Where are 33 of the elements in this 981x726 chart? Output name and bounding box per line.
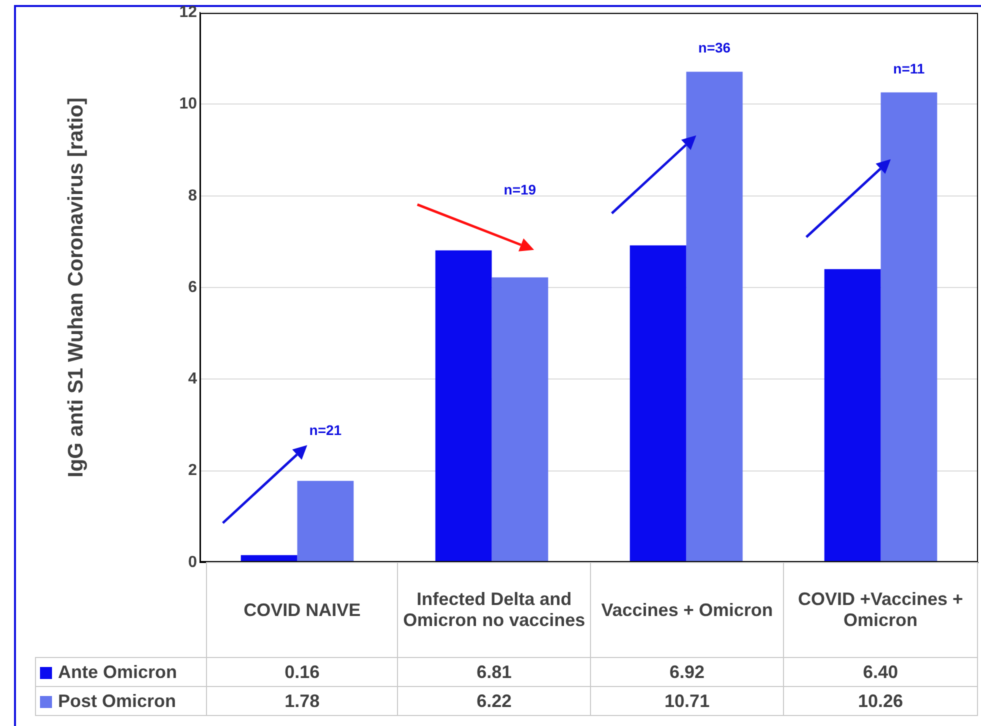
x-tick-label: Infected Delta and Omicron no vaccines (398, 562, 591, 658)
bar (630, 245, 686, 562)
legend-label: Post Omicron (36, 686, 207, 716)
y-tick-label: 10 (179, 96, 198, 113)
y-tick-label: 4 (188, 370, 198, 388)
bar (824, 269, 881, 562)
data-label: 6.40 (784, 658, 978, 687)
y-tick-label: 12 (179, 4, 198, 22)
data-label: 10.71 (590, 686, 784, 716)
annotation: n=11 (893, 60, 925, 76)
legend-label: Ante Omicron (36, 658, 207, 687)
annotation: n=36 (698, 40, 731, 56)
y-tick-label: 6 (188, 278, 198, 296)
bar (297, 480, 354, 562)
bar (686, 72, 743, 562)
bar (492, 277, 548, 562)
annotation: n=21 (309, 422, 342, 438)
x-tick-label: COVID NAIVE (206, 562, 398, 658)
annotation: n=19 (504, 182, 536, 198)
bar (435, 250, 492, 562)
x-tick-label: COVID +Vaccines + Omicron (784, 562, 978, 658)
y-tick-label: 0 (188, 554, 198, 571)
data-label: 1.78 (206, 686, 398, 716)
bar (880, 92, 938, 562)
data-label: 0.16 (206, 658, 398, 687)
data-label: 6.92 (590, 658, 784, 687)
y-tick-label: 2 (188, 462, 198, 480)
y-tick-label: 8 (188, 187, 198, 204)
data-label: 10.26 (784, 686, 978, 716)
data-label: 6.81 (398, 658, 591, 687)
y-axis-title: IgG anti S1 Wuhan Coronavirus [ratio] (64, 98, 88, 478)
x-tick-label: Vaccines + Omicron (590, 562, 784, 658)
data-label: 6.22 (398, 686, 591, 716)
